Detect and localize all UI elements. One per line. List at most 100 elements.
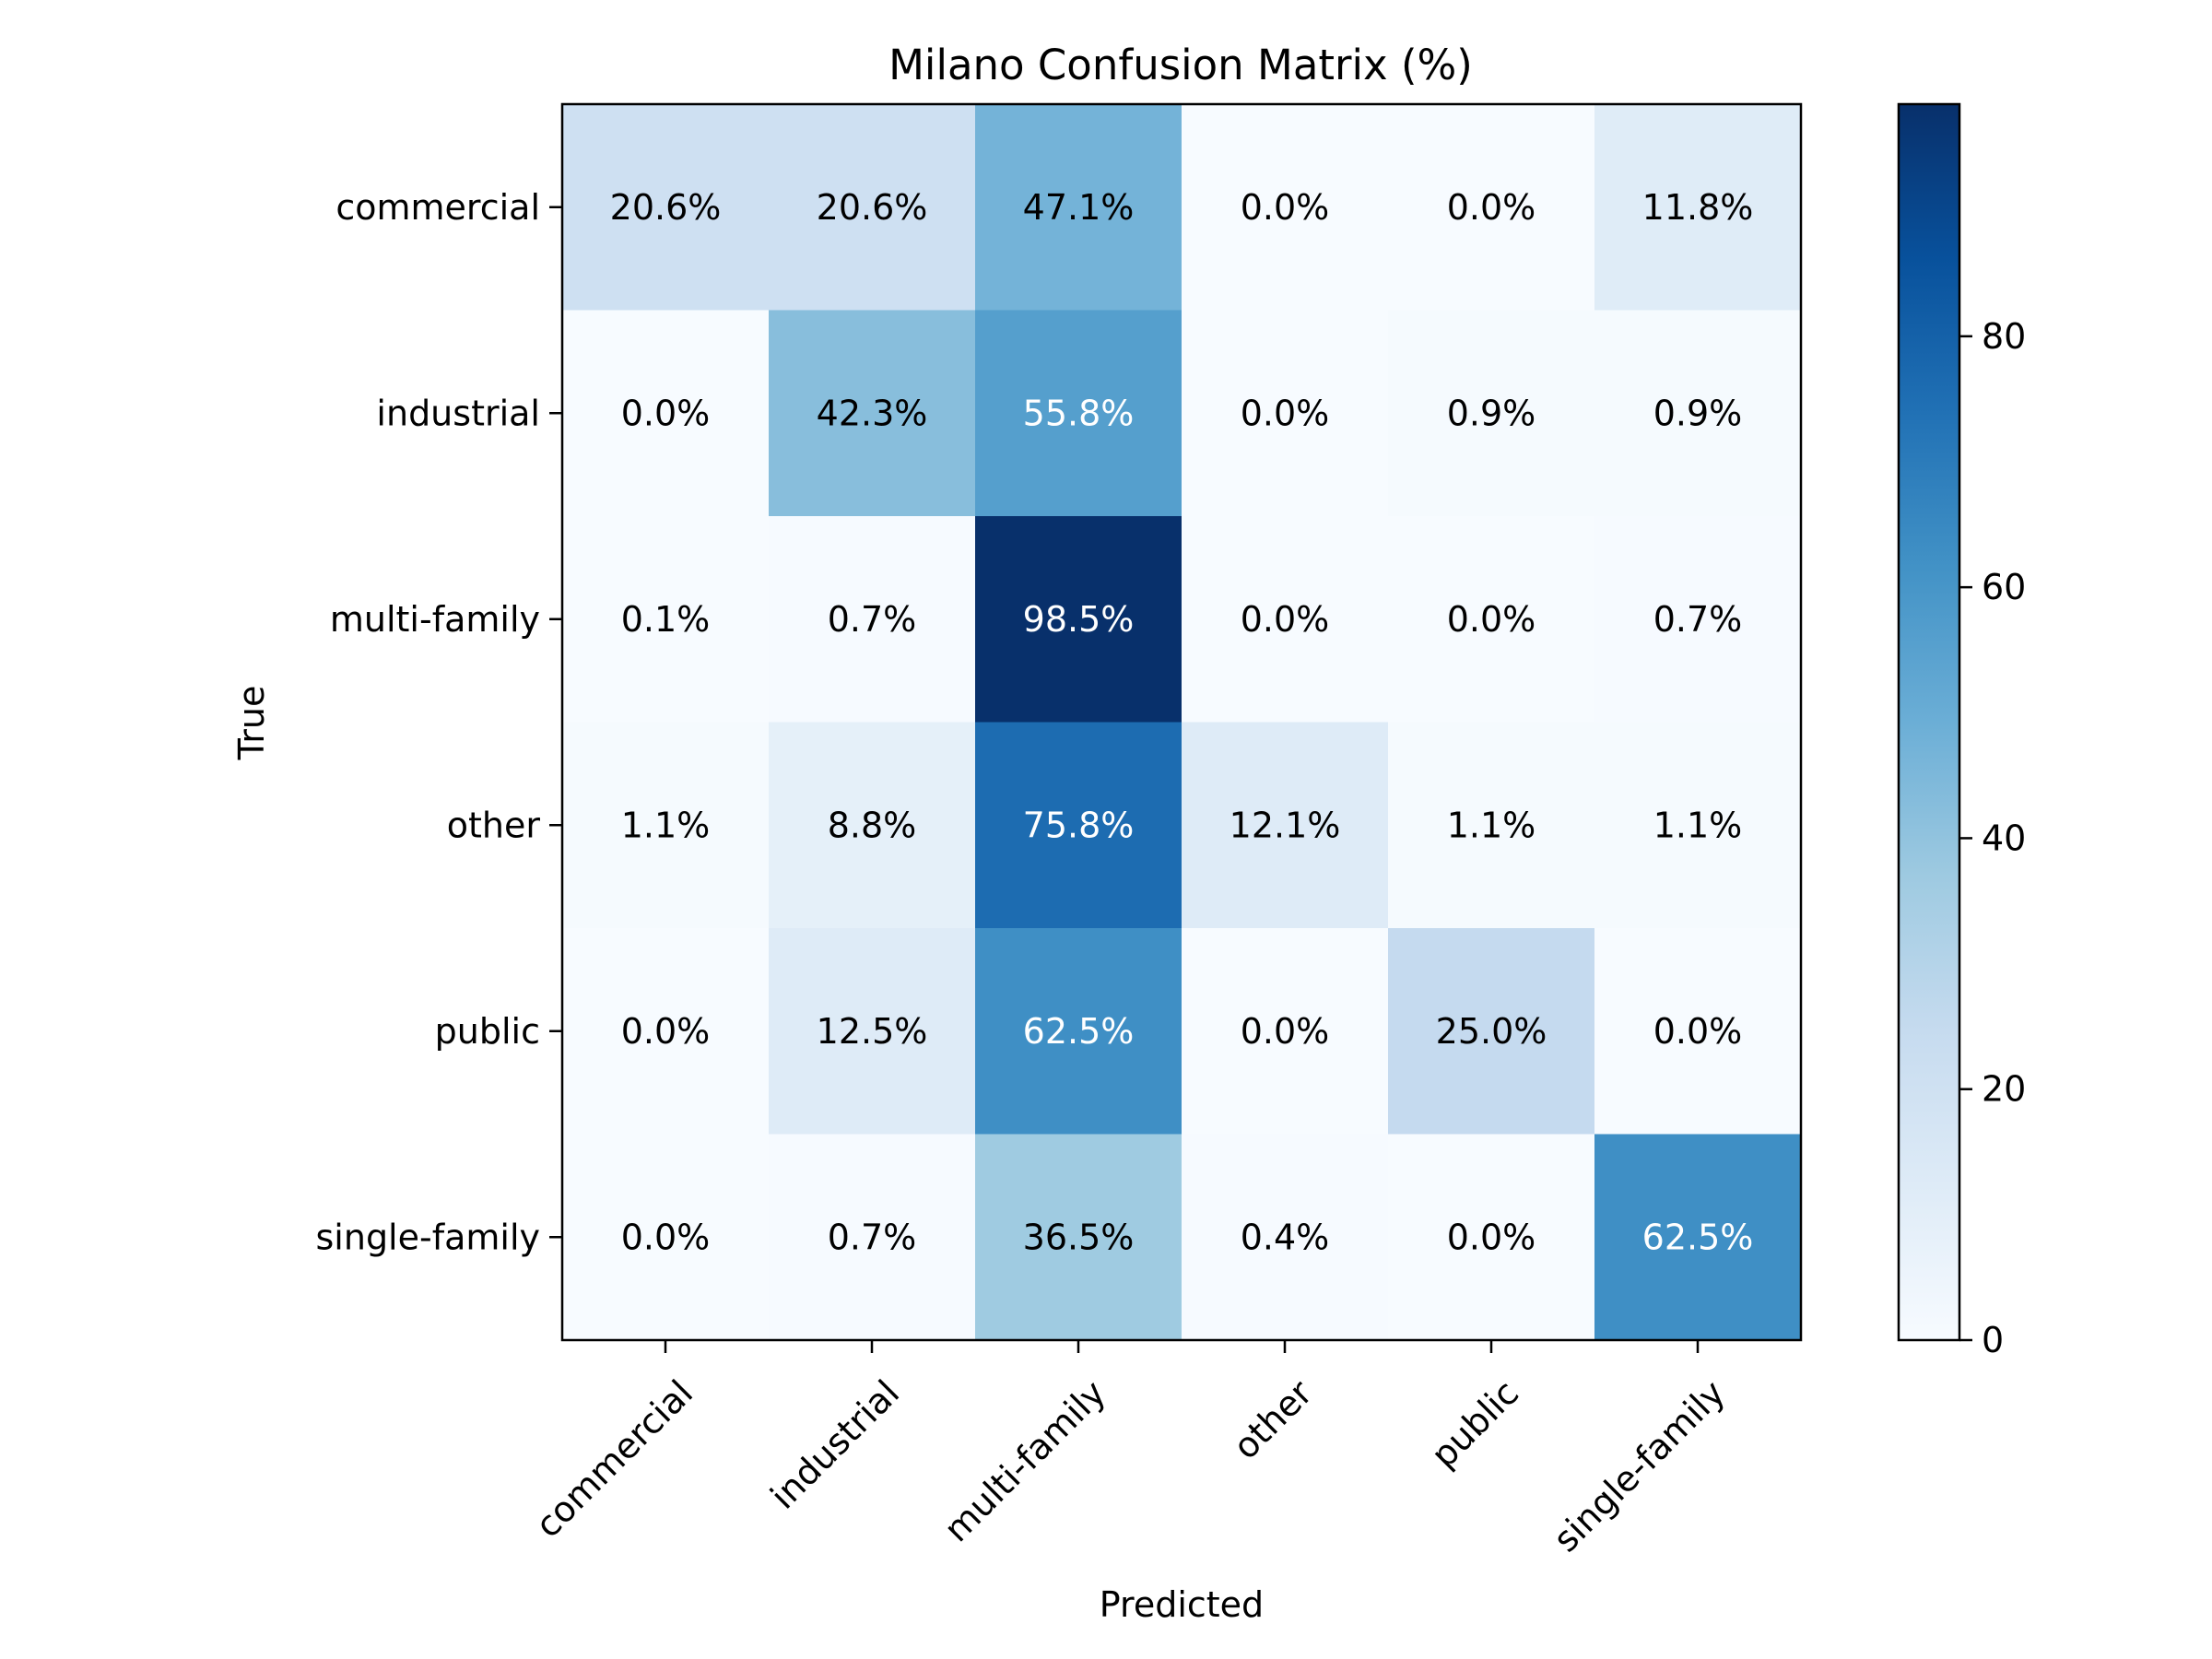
cell-value-label: 0.0% (621, 393, 711, 433)
heatmap-cell (1594, 310, 1802, 517)
heatmap-cell (769, 1134, 976, 1341)
heatmap-cell (975, 104, 1182, 312)
cell-value-label: 0.1% (621, 599, 711, 640)
colorbar-frame (1897, 102, 1961, 1342)
cell-value-label: 0.4% (1241, 1217, 1330, 1257)
heatmap-cell (769, 928, 976, 1135)
cell-value-label: 12.5% (817, 1011, 928, 1052)
heatmap-cell (562, 104, 770, 312)
cell-value-label: 0.0% (1653, 1011, 1743, 1052)
cell-value-label: 62.5% (1023, 1011, 1135, 1052)
heatmap-cell (1388, 516, 1595, 724)
colorbar-tick-label: 20 (1982, 1069, 2026, 1110)
colorbar-tick-label: 80 (1982, 316, 2026, 357)
heatmap-cell-labels: 20.6% 20.6% 47.1% 0.0% 0.0% 11.8% 0.0% 42.3% 55.… (610, 187, 1754, 1258)
cell-value-label: 8.8% (828, 805, 917, 845)
x-tick-label: industrial (762, 1372, 907, 1517)
colorbar: 0 20 40 60 80 (1897, 102, 2026, 1360)
heatmap-cell (1182, 928, 1389, 1135)
cell-value-label: 0.7% (1653, 599, 1743, 640)
colorbar-tick-label: 40 (1982, 818, 2026, 858)
cell-value-label: 25.0% (1436, 1011, 1547, 1052)
heatmap-cell (1182, 516, 1389, 724)
x-tick-label: public (1423, 1372, 1526, 1476)
heatmap-cell (1182, 722, 1389, 929)
heatmap-cell (1182, 104, 1389, 312)
heatmap-cell (1388, 928, 1595, 1135)
heatmap-cell (1388, 104, 1595, 312)
x-tick-label: commercial (527, 1372, 700, 1546)
heatmap-cell (1594, 104, 1802, 312)
heatmap-cell (562, 928, 770, 1135)
cell-value-label: 0.0% (621, 1217, 711, 1257)
y-tick-label: other (447, 805, 541, 845)
heatmap-cell (769, 104, 976, 312)
cell-value-label: 75.8% (1023, 805, 1135, 845)
cell-value-label: 62.5% (1642, 1217, 1754, 1257)
heatmap-cell (975, 928, 1182, 1135)
heatmap-cell (1594, 722, 1802, 929)
plot-frame (560, 102, 1803, 1342)
cell-value-label: 0.0% (1447, 1217, 1536, 1257)
heatmap-cells (562, 104, 1802, 1341)
x-tick-label: single-family (1546, 1372, 1733, 1559)
cell-value-label: 0.0% (1241, 187, 1330, 228)
heatmap-cell (769, 516, 976, 724)
chart-title: Milano Confusion Matrix (%) (888, 41, 1473, 89)
cell-value-label: 0.0% (1447, 599, 1536, 640)
colorbar-ticks: 0 20 40 60 80 (1959, 316, 2026, 1360)
y-tick-label: public (435, 1011, 540, 1052)
cell-value-label: 1.1% (1447, 805, 1536, 845)
cell-value-label: 0.0% (1447, 187, 1536, 228)
cell-value-label: 0.0% (1241, 393, 1330, 433)
y-axis-ticks: commercial industrial multi-family other pub… (316, 187, 562, 1257)
heatmap-cell (1388, 722, 1595, 929)
colorbar-tick-label: 60 (1982, 567, 2026, 607)
heatmap-cell (975, 516, 1182, 724)
heatmap-cell (562, 1134, 770, 1341)
heatmap-cell (1594, 1134, 1802, 1341)
cell-value-label: 0.7% (828, 1217, 917, 1257)
y-tick-label: commercial (335, 187, 540, 228)
cell-value-label: 12.1% (1230, 805, 1341, 845)
y-axis-label: True (231, 686, 272, 761)
cell-value-label: 0.0% (621, 1011, 711, 1052)
cell-value-label: 55.8% (1023, 393, 1135, 433)
cell-value-label: 98.5% (1023, 599, 1135, 640)
heatmap-cell (1388, 310, 1595, 517)
cell-value-label: 11.8% (1642, 187, 1754, 228)
cell-value-label: 1.1% (621, 805, 711, 845)
x-axis-ticks: commercial industrial multi-family other pub… (527, 1340, 1733, 1559)
y-tick-label: industrial (376, 393, 540, 433)
cell-value-label: 20.6% (610, 187, 722, 228)
heatmap-cell (562, 722, 770, 929)
heatmap-cell (1594, 928, 1802, 1135)
y-tick-label: multi-family (330, 599, 540, 640)
y-tick-label: single-family (316, 1217, 541, 1257)
heatmap-cell (975, 722, 1182, 929)
x-axis-label: Predicted (1100, 1584, 1264, 1625)
heatmap-cell (1594, 516, 1802, 724)
heatmap-cell (562, 310, 770, 517)
heatmap-cell (1388, 1134, 1595, 1341)
cell-value-label: 1.1% (1653, 805, 1743, 845)
x-tick-label: other (1225, 1372, 1320, 1467)
cell-value-label: 36.5% (1023, 1217, 1135, 1257)
heatmap-cell (769, 310, 976, 517)
cell-value-label: 0.0% (1241, 1011, 1330, 1052)
heatmap-cell (975, 310, 1182, 517)
heatmap-cell (769, 722, 976, 929)
heatmap-cell (1182, 1134, 1389, 1341)
colorbar-gradient (1899, 104, 1959, 1340)
cell-value-label: 0.9% (1447, 393, 1536, 433)
cell-value-label: 0.7% (828, 599, 917, 640)
cell-value-label: 42.3% (817, 393, 928, 433)
colorbar-tick-label: 0 (1982, 1320, 2004, 1360)
cell-value-label: 0.0% (1241, 599, 1330, 640)
heatmap-cell (562, 516, 770, 724)
cell-value-label: 20.6% (817, 187, 928, 228)
x-tick-label: multi-family (936, 1372, 1113, 1549)
cell-value-label: 47.1% (1023, 187, 1135, 228)
heatmap-cell (975, 1134, 1182, 1341)
